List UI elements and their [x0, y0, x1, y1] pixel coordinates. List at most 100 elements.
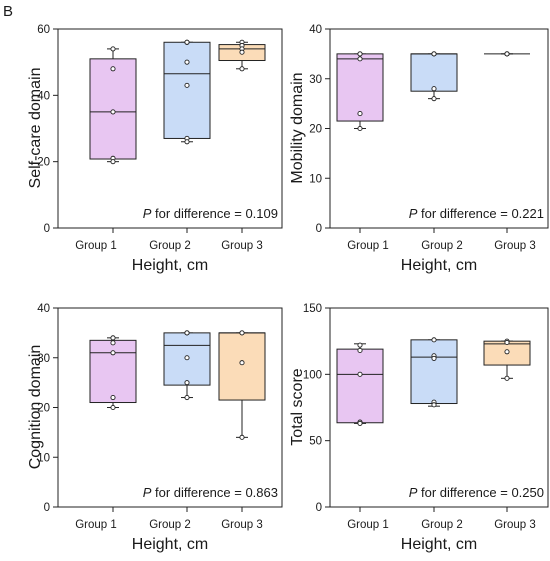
p-italic: P	[143, 485, 152, 500]
box-iqr	[410, 339, 458, 405]
y-tick-label: 60	[37, 24, 50, 36]
y-tick-label: 100	[303, 369, 322, 381]
box-group-2	[163, 39, 211, 145]
plot-frame	[57, 28, 283, 229]
data-point	[239, 66, 245, 72]
data-point	[431, 96, 437, 102]
data-point	[431, 51, 437, 57]
data-point	[239, 49, 245, 55]
x-category-label: Group 2	[149, 519, 191, 531]
x-category-label: Group 1	[75, 240, 117, 252]
x-category-label: Group 3	[221, 519, 263, 531]
box-iqr	[89, 339, 137, 404]
data-point	[184, 330, 190, 336]
plot-frame	[329, 307, 549, 508]
box-group-2	[410, 337, 458, 408]
data-point	[184, 355, 190, 361]
data-point	[357, 371, 363, 377]
data-point	[184, 39, 190, 45]
y-tick-label: 40	[37, 303, 50, 315]
y-tick-label: 150	[303, 303, 322, 315]
y-tick-label: 20	[37, 157, 50, 169]
x-axis-title: Height, cm	[401, 536, 477, 553]
data-point	[110, 66, 116, 72]
data-point	[110, 335, 116, 341]
x-category-label: Group 1	[75, 519, 117, 531]
y-axis-title: Cognition domain	[27, 345, 44, 470]
chart-self-care: Self-care domain Height, cm P for differ…	[27, 24, 283, 274]
y-tick-label: 30	[37, 353, 50, 365]
p-value-annotation: P for difference = 0.221	[409, 206, 544, 221]
data-point	[110, 350, 116, 356]
data-point	[110, 394, 116, 401]
data-point	[357, 111, 363, 117]
data-point	[431, 86, 437, 92]
data-point	[184, 82, 190, 88]
p-text: for difference = 0.221	[417, 206, 544, 221]
box-iqr	[410, 53, 458, 92]
data-point	[110, 46, 116, 52]
x-axis-title: Height, cm	[132, 257, 208, 274]
p-text: for difference = 0.863	[151, 485, 278, 500]
box-group-3	[218, 39, 266, 72]
p-italic: P	[409, 206, 418, 221]
data-point	[357, 125, 363, 132]
x-category-label: Group 2	[149, 240, 191, 252]
x-category-label: Group 2	[421, 519, 463, 531]
data-point	[357, 420, 363, 426]
box-group-1	[89, 46, 137, 165]
data-point	[184, 380, 190, 386]
data-point	[357, 51, 363, 57]
chart-cognition: Cognition domain Height, cm P for differ…	[27, 303, 283, 553]
p-italic: P	[143, 206, 152, 221]
x-category-label: Group 3	[494, 240, 536, 252]
data-point	[239, 360, 245, 366]
box-group-2	[163, 330, 211, 401]
data-point	[431, 355, 437, 361]
box-iqr	[163, 41, 211, 139]
data-point	[239, 330, 245, 336]
data-point	[504, 339, 510, 346]
p-value-annotation: P for difference = 0.250	[409, 485, 544, 500]
data-point	[357, 56, 363, 62]
data-point	[110, 340, 116, 346]
box-group-3	[484, 51, 530, 57]
data-point	[504, 375, 510, 381]
data-point	[110, 109, 116, 115]
y-tick-label: 20	[37, 403, 50, 415]
x-category-label: Group 3	[221, 240, 263, 252]
box-iqr	[89, 58, 137, 160]
p-text: for difference = 0.250	[417, 485, 544, 500]
data-point	[184, 139, 190, 145]
y-axis-title: Self-care domain	[27, 68, 44, 189]
box-iqr	[336, 348, 384, 424]
x-axis-title: Height, cm	[401, 257, 477, 274]
data-point	[431, 337, 437, 343]
y-tick-label: 0	[316, 223, 322, 235]
box-group-2	[410, 51, 458, 102]
chart-total-score: Total score Height, cm P for difference …	[289, 303, 549, 553]
y-tick-label: 40	[309, 24, 322, 36]
data-point	[239, 434, 245, 440]
y-tick-label: 0	[44, 223, 50, 235]
box-group-1	[336, 342, 384, 426]
y-tick-label: 50	[309, 436, 322, 448]
y-axis-title: Total score	[289, 368, 306, 445]
x-category-label: Group 2	[421, 240, 463, 252]
y-tick-label: 30	[309, 74, 322, 86]
box-group-1	[89, 335, 137, 411]
p-italic: P	[409, 485, 418, 500]
x-category-label: Group 1	[347, 240, 389, 252]
data-point	[184, 59, 190, 65]
box-group-3	[483, 338, 531, 381]
chart-mobility: Mobility domain Height, cm P for differe…	[289, 24, 549, 274]
y-tick-label: 0	[316, 502, 322, 514]
box-iqr	[218, 332, 266, 401]
box-group-3	[218, 330, 266, 440]
data-point	[184, 394, 190, 401]
data-point	[431, 402, 437, 408]
p-value-annotation: P for difference = 0.109	[143, 206, 278, 221]
y-tick-label: 0	[44, 502, 50, 514]
p-text: for difference = 0.109	[151, 206, 278, 221]
